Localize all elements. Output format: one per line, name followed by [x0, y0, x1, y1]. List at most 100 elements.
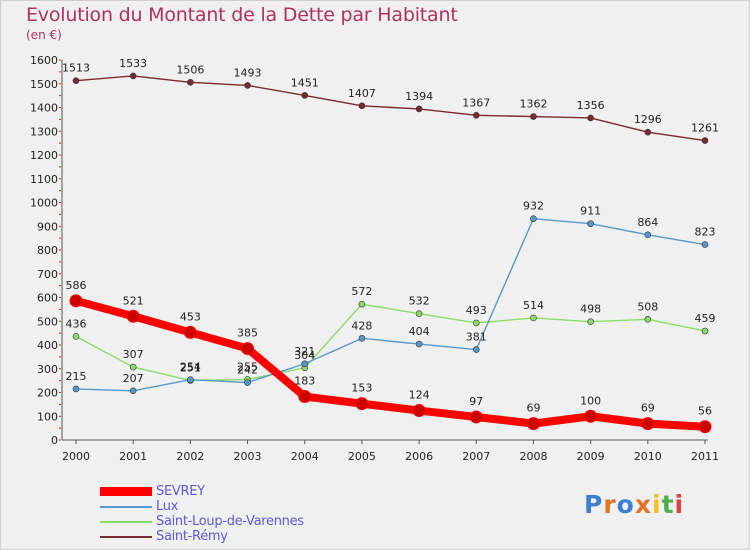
data-point — [244, 82, 251, 89]
data-point — [701, 137, 709, 144]
data-label: 572 — [351, 285, 372, 298]
data-point — [469, 410, 483, 424]
data-point — [301, 360, 309, 368]
data-label: 498 — [580, 303, 601, 316]
data-point — [358, 335, 366, 342]
data-label: 1356 — [577, 99, 605, 112]
x-tick-label: 2002 — [176, 450, 204, 463]
data-label: 321 — [294, 345, 315, 358]
legend-label: SEVREY — [156, 484, 205, 499]
data-point — [129, 363, 137, 371]
data-label: 183 — [294, 375, 315, 388]
data-point — [644, 316, 652, 323]
data-label: 453 — [180, 310, 201, 323]
logo-letter: o — [616, 490, 635, 519]
data-label: 932 — [523, 200, 544, 213]
data-point — [644, 128, 652, 136]
data-point — [412, 404, 426, 418]
legend-swatch — [100, 505, 152, 508]
data-label: 69 — [526, 402, 540, 415]
data-point — [530, 113, 537, 120]
y-tick-label: 600 — [37, 292, 58, 305]
data-point — [530, 314, 537, 322]
data-label: 428 — [351, 319, 372, 332]
x-tick-label: 2006 — [405, 450, 433, 463]
data-point — [301, 92, 309, 99]
data-point — [587, 318, 594, 326]
legend-label: Saint-Loup-de-Varennes — [156, 514, 304, 529]
data-label: 56 — [698, 405, 712, 418]
logo-letter: P — [584, 490, 604, 519]
data-label: 1533 — [119, 57, 147, 70]
data-point — [641, 417, 655, 431]
data-point — [129, 72, 137, 80]
data-label: 1394 — [405, 90, 433, 103]
data-point — [472, 346, 480, 353]
data-label: 1407 — [348, 87, 376, 100]
data-point — [72, 385, 80, 393]
proxiti-logo: Proxiti — [584, 490, 684, 519]
y-tick-label: 1200 — [30, 149, 58, 162]
data-point — [244, 379, 251, 386]
series-line-saint-r-my — [75, 75, 706, 142]
data-point — [72, 77, 80, 84]
data-label: 100 — [580, 394, 601, 407]
data-point — [472, 112, 480, 119]
data-label: 459 — [695, 312, 716, 325]
chart-legend: SEVREY Lux Saint-Loup-de-Varennes Saint-Rém… — [100, 484, 304, 544]
legend-item: Lux — [100, 499, 304, 514]
y-tick-label: 900 — [37, 220, 58, 233]
series-line-sevrey — [72, 296, 709, 431]
data-point — [530, 215, 537, 222]
data-point — [187, 376, 194, 383]
data-point — [355, 397, 369, 411]
data-label: 532 — [409, 295, 430, 308]
data-label: 514 — [523, 299, 544, 312]
x-tick-label: 2003 — [234, 450, 262, 463]
chart-title: Evolution du Montant de la Dette par Hab… — [26, 4, 458, 26]
data-point — [701, 327, 709, 335]
data-point — [72, 333, 80, 340]
data-label: 124 — [409, 389, 430, 402]
y-tick-label: 1500 — [30, 78, 58, 91]
data-label: 153 — [351, 382, 372, 395]
data-point — [358, 102, 366, 110]
data-label: 307 — [123, 348, 144, 361]
data-label: 242 — [237, 364, 258, 377]
x-tick-label: 2005 — [348, 450, 376, 463]
legend-swatch — [100, 520, 152, 523]
data-point — [415, 340, 423, 348]
x-tick-label: 2001 — [119, 450, 147, 463]
data-point — [701, 241, 709, 248]
data-point — [415, 105, 423, 113]
data-point — [644, 231, 652, 239]
data-label: 385 — [237, 327, 258, 340]
data-point — [587, 114, 594, 122]
data-label: 255 — [237, 360, 258, 373]
x-tick-label: 2011 — [691, 450, 719, 463]
data-label: 493 — [466, 304, 487, 317]
data-point — [183, 325, 197, 339]
y-tick-label: 100 — [37, 410, 58, 423]
x-tick-label: 2010 — [634, 450, 662, 463]
logo-letter: x — [634, 490, 652, 519]
y-tick-label: 0 — [51, 434, 58, 447]
x-tick-label: 2008 — [519, 450, 547, 463]
data-point — [415, 310, 423, 317]
data-point — [584, 409, 598, 423]
data-label: 207 — [123, 372, 144, 385]
x-tick-label: 2007 — [462, 450, 490, 463]
data-point — [187, 79, 194, 86]
y-tick-label: 1100 — [30, 173, 58, 186]
data-label: 69 — [641, 402, 655, 415]
data-point — [298, 390, 312, 404]
legend-item: Saint-Loup-de-Varennes — [100, 514, 304, 529]
legend-item: Saint-Rémy — [100, 529, 304, 544]
y-tick-label: 200 — [37, 387, 58, 400]
data-label: 1451 — [291, 76, 319, 89]
data-label: 1362 — [519, 98, 547, 111]
data-label: 508 — [637, 300, 658, 313]
data-label: 864 — [637, 216, 658, 229]
